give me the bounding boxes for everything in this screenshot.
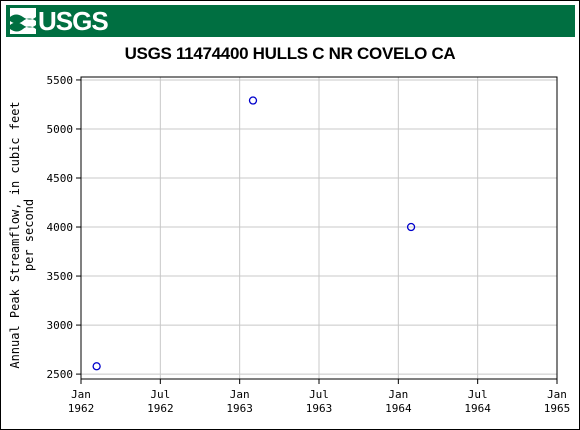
usgs-wave-icon — [10, 8, 36, 34]
x-tick-label-year: 1963 — [306, 402, 333, 415]
y-tick-label: 2500 — [47, 368, 74, 381]
y-axis-title-line-2: per second — [22, 199, 36, 271]
axis-ticks: Jan1962Jul1962Jan1963Jul1963Jan1964Jul19… — [47, 74, 571, 415]
x-tick-label-month: Jul — [309, 388, 329, 401]
x-tick-label-year: 1964 — [385, 402, 412, 415]
y-tick-label: 3500 — [47, 270, 74, 283]
data-point — [406, 222, 416, 232]
chart-title: USGS 11474400 HULLS C NR COVELO CA — [124, 44, 456, 63]
data-point — [248, 96, 258, 105]
usgs-banner: USGS — [6, 5, 575, 37]
x-tick-label-month: Jan — [230, 388, 250, 401]
x-tick-label-year: 1962 — [68, 402, 95, 415]
y-tick-label: 5000 — [47, 123, 74, 136]
x-tick-label-month: Jan — [547, 388, 567, 401]
grid-lines — [81, 77, 557, 379]
x-tick-label-year: 1965 — [544, 402, 571, 415]
x-tick-label-month: Jan — [71, 388, 91, 401]
x-tick-label-year: 1964 — [464, 402, 491, 415]
x-tick-label-month: Jul — [150, 388, 170, 401]
y-axis-title-line-1: Annual Peak Streamflow, in cubic feet — [8, 101, 22, 368]
data-point — [92, 362, 101, 371]
y-tick-label: 3000 — [47, 319, 74, 332]
x-tick-label-year: 1963 — [226, 402, 253, 415]
x-tick-label-month: Jan — [388, 388, 408, 401]
y-tick-label: 4000 — [47, 221, 74, 234]
y-tick-label: 4500 — [47, 172, 74, 185]
usgs-logo-text: USGS — [38, 6, 109, 36]
x-tick-label-month: Jul — [468, 388, 488, 401]
data-points — [92, 96, 416, 371]
y-tick-label: 5500 — [47, 74, 74, 87]
x-tick-label-year: 1962 — [147, 402, 174, 415]
